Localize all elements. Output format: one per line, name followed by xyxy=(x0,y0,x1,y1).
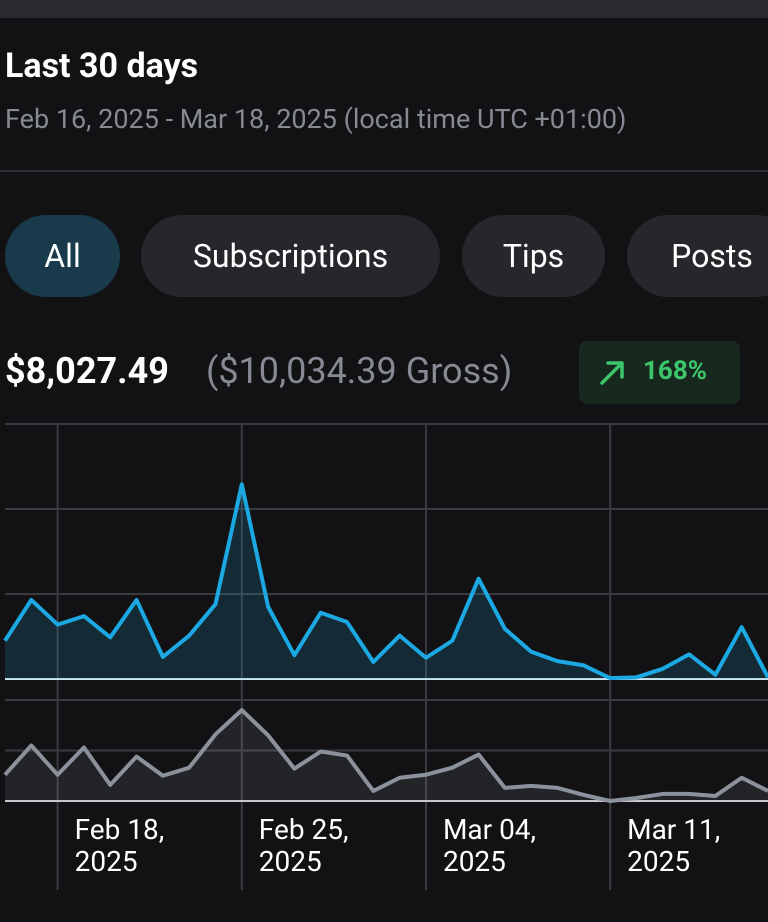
tab[interactable]: Tips xyxy=(462,215,605,297)
line xyxy=(3,482,768,681)
x-tick-label: Feb 18, 2025 xyxy=(74,813,165,878)
gross-amount: ($10,034.39 Gross) xyxy=(206,350,513,392)
tab[interactable]: Subscriptions xyxy=(141,215,440,297)
divider xyxy=(0,170,768,172)
tab[interactable]: All xyxy=(5,215,120,297)
arrow-icon xyxy=(600,361,624,385)
subtitle: Feb 16, 2025 - Mar 18, 2025 (local time … xyxy=(5,103,627,135)
tab[interactable]: Posts xyxy=(627,215,768,297)
x-tick-label: Mar 04, 2025 xyxy=(442,813,537,878)
title: Last 30 days xyxy=(5,46,199,86)
x-tick-label: Mar 11, 2025 xyxy=(627,813,721,878)
area xyxy=(5,710,768,801)
x-tick-label: Feb 25, 2025 xyxy=(258,813,349,878)
change-value: 168% xyxy=(643,356,707,386)
change-badge: 168% xyxy=(579,341,740,404)
line xyxy=(3,708,768,803)
tab-bar: All Subscriptions Tips Posts xyxy=(0,215,768,299)
net-amount: $8,027.49 xyxy=(5,350,169,392)
top-bar xyxy=(0,0,768,18)
